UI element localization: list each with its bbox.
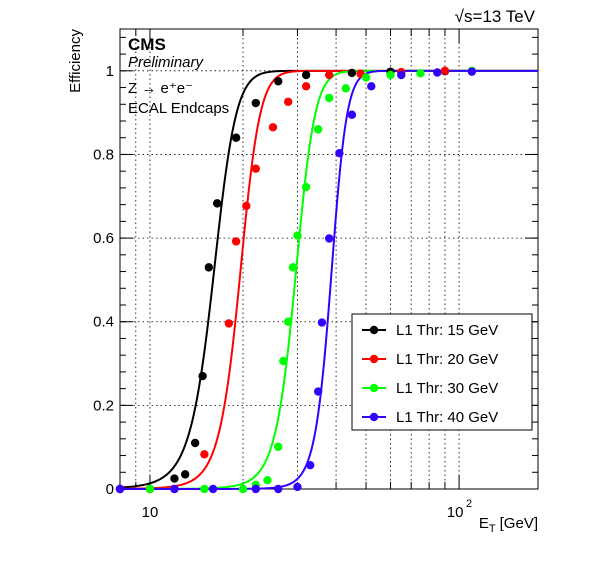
data-point-series-3 (324, 93, 334, 103)
data-point-series-3 (263, 476, 272, 485)
data-point-series-4 (274, 484, 283, 494)
y-tick-label: 1 (106, 63, 114, 80)
y-tick-label: 0.6 (93, 230, 114, 247)
data-point-series-3 (274, 442, 283, 451)
region-label: ECAL Endcaps (128, 100, 229, 117)
data-point-series-1 (180, 470, 190, 479)
data-point-series-3 (313, 125, 323, 134)
data-point-series-4 (208, 484, 218, 494)
data-point-series-2 (224, 319, 234, 328)
data-point-series-1 (190, 438, 200, 448)
data-point-series-3 (145, 484, 155, 494)
y-tick-label: 0.8 (93, 146, 114, 163)
x-tick-label-exponent: 2 (466, 498, 472, 510)
axes: 10 10 200.20.40.60.81 (93, 29, 538, 521)
data-point-series-4 (367, 82, 376, 91)
data-point-series-4 (335, 149, 344, 158)
data-point-series-4 (170, 484, 179, 494)
data-point-series-1 (204, 263, 213, 272)
status-label: Preliminary (128, 54, 205, 71)
data-point-series-2 (283, 97, 293, 106)
data-point-series-1 (212, 199, 222, 208)
data-point-series-4 (115, 484, 125, 494)
y-tick-label: 0.4 (93, 314, 114, 331)
data-point-series-3 (288, 263, 298, 272)
legend-marker (369, 412, 379, 422)
x-axis-label-sub: T (489, 523, 496, 535)
y-axis-label: Efficiency (67, 29, 84, 93)
data-point-series-4 (324, 234, 334, 243)
data-point-series-4 (397, 70, 406, 80)
data-point-series-1 (198, 371, 207, 381)
data-point-series-1 (301, 70, 311, 80)
data-point-series-1 (251, 98, 261, 108)
legend-box (351, 313, 533, 431)
data-point-series-4 (467, 67, 477, 76)
x-tick-label: 10 (142, 504, 159, 521)
legend-marker (369, 325, 379, 335)
legend-label: L1 Thr: 20 GeV (396, 351, 498, 368)
data-point-series-4 (347, 110, 357, 119)
data-point-series-4 (293, 482, 302, 492)
data-point-series-3 (283, 317, 293, 326)
data-point-series-2 (242, 201, 251, 211)
legend-label: L1 Thr: 40 GeV (396, 409, 498, 426)
x-axis-label-main: E (479, 515, 489, 532)
data-point-series-3 (341, 84, 350, 93)
experiment-label: CMS (128, 35, 166, 54)
y-tick-label: 0 (106, 481, 114, 498)
data-point-series-3 (279, 356, 288, 366)
data-point-series-2 (324, 70, 334, 80)
data-point-series-3 (386, 70, 395, 80)
energy-label: √s=13 TeV (455, 7, 536, 26)
data-point-series-2 (301, 82, 311, 91)
y-tick-label: 0.2 (93, 397, 114, 414)
data-point-series-1 (170, 474, 179, 483)
data-point-series-2 (200, 450, 209, 459)
x-axis-label: ET [GeV] (479, 515, 538, 535)
x-axis-label-unit: [GeV] (500, 515, 538, 532)
data-point-series-3 (200, 484, 209, 494)
data-point-series-2 (440, 66, 450, 76)
legend-marker (369, 383, 379, 393)
data-point-series-3 (301, 182, 311, 192)
legend-label: L1 Thr: 15 GeV (396, 322, 498, 339)
legend-label: L1 Thr: 30 GeV (396, 380, 498, 397)
data-point-series-3 (361, 73, 371, 82)
process-label: Z → e⁺e⁻ (128, 80, 193, 97)
data-point-series-3 (293, 231, 302, 240)
data-points (115, 66, 477, 494)
data-point-series-2 (268, 123, 278, 132)
data-point-series-2 (251, 164, 261, 173)
data-point-series-4 (433, 68, 442, 77)
data-point-series-1 (347, 68, 357, 78)
data-point-series-4 (313, 387, 323, 396)
data-point-series-4 (251, 484, 261, 494)
legend: L1 Thr: 15 GeV L1 Thr: 20 GeV L1 Thr: 30 G… (351, 313, 533, 431)
data-point-series-4 (317, 318, 327, 327)
data-point-series-2 (231, 237, 241, 246)
data-point-series-4 (306, 460, 315, 470)
data-point-series-1 (231, 133, 241, 142)
data-point-series-3 (416, 69, 425, 78)
legend-marker (369, 354, 379, 364)
data-point-series-1 (274, 77, 283, 86)
data-point-series-3 (238, 484, 248, 494)
x-tick-label: 10 (447, 504, 464, 521)
